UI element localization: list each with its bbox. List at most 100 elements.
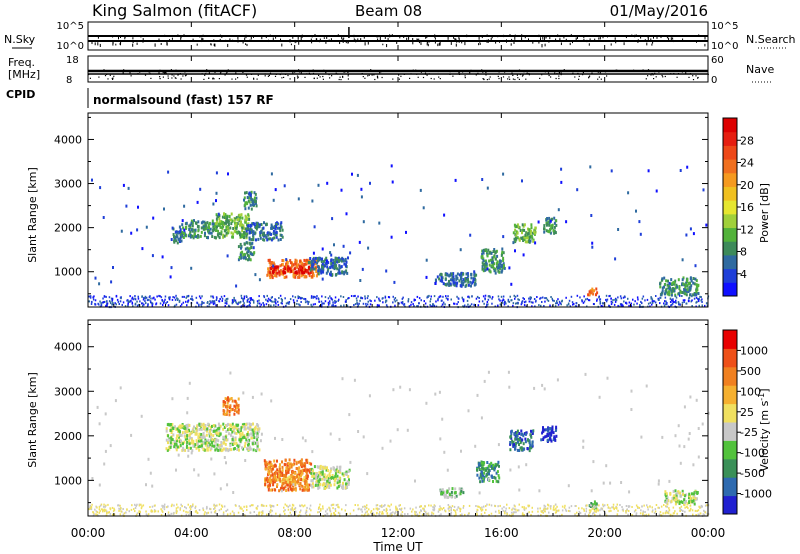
heatmap-cell xyxy=(679,491,681,495)
heatmap-cell xyxy=(331,217,334,221)
heatmap-cell xyxy=(322,507,324,510)
heatmap-cell xyxy=(166,448,169,452)
heatmap-cell xyxy=(256,224,259,228)
heatmap-cell xyxy=(465,272,468,276)
heatmap-cell xyxy=(294,262,297,266)
heatmap-cell xyxy=(521,432,524,436)
heatmap-cell xyxy=(308,272,311,276)
noise-point xyxy=(544,43,546,47)
freq-point xyxy=(245,70,247,72)
heatmap-cell xyxy=(202,507,204,510)
heatmap-cell xyxy=(239,215,242,219)
heatmap-cell xyxy=(275,274,278,278)
heatmap-cell xyxy=(98,511,101,514)
heatmap-cell xyxy=(516,223,519,227)
heatmap-cell xyxy=(305,275,308,279)
heatmap-cell xyxy=(167,170,170,174)
heatmap-cell xyxy=(329,469,332,473)
heatmap-cell xyxy=(486,301,489,303)
heatmap-cell xyxy=(364,508,366,511)
heatmap-cell xyxy=(255,227,258,231)
heatmap-cell xyxy=(548,431,551,435)
freq-point xyxy=(112,78,114,80)
heatmap-cell xyxy=(239,431,241,435)
freq-point xyxy=(342,70,344,72)
heatmap-cell xyxy=(540,296,542,299)
heatmap-cell xyxy=(581,299,583,302)
heatmap-cell xyxy=(236,410,238,414)
heatmap-cell xyxy=(338,512,341,515)
heatmap-cell xyxy=(245,438,248,442)
heatmap-cell xyxy=(218,217,221,221)
noise-point xyxy=(120,42,121,46)
heatmap-cell xyxy=(564,508,567,511)
heatmap-cell xyxy=(214,302,216,305)
heatmap-cell xyxy=(198,295,201,298)
heatmap-cell xyxy=(667,511,669,514)
heatmap-cell xyxy=(447,504,450,506)
heatmap-cell xyxy=(620,303,622,306)
heatmap-cell xyxy=(288,267,291,271)
heatmap-cell xyxy=(220,295,223,298)
heatmap-cell xyxy=(310,471,313,475)
heatmap-cell xyxy=(160,296,163,299)
heatmap-cell xyxy=(253,203,255,207)
heatmap-cell xyxy=(289,464,292,468)
heatmap-cell xyxy=(292,487,295,491)
noise-point xyxy=(704,36,706,40)
freq-point xyxy=(483,78,485,81)
heatmap-cell xyxy=(416,305,418,308)
freq-point xyxy=(526,72,528,74)
heatmap-cell xyxy=(467,274,470,278)
heatmap-cell xyxy=(581,300,583,303)
heatmap-cell xyxy=(689,509,691,512)
heatmap-cell xyxy=(549,437,551,441)
freq-point xyxy=(512,78,514,80)
heatmap-cell xyxy=(385,510,387,513)
heatmap-cell xyxy=(229,218,232,222)
heatmap-cell xyxy=(334,266,337,269)
heatmap-cell xyxy=(312,258,315,261)
heatmap-cell xyxy=(337,511,340,514)
noise-point xyxy=(486,39,488,43)
heatmap-cell xyxy=(621,304,624,307)
heatmap-cell xyxy=(482,295,485,298)
heatmap-cell xyxy=(308,274,311,278)
heatmap-cell xyxy=(243,236,246,240)
heatmap-cell xyxy=(155,303,157,306)
heatmap-cell xyxy=(590,502,593,505)
heatmap-cell xyxy=(332,503,335,506)
heatmap-cell xyxy=(685,283,688,287)
heatmap-cell xyxy=(555,507,557,510)
heatmap-cell xyxy=(485,505,487,508)
heatmap-cell xyxy=(191,221,194,225)
heatmap-cell xyxy=(488,251,491,255)
heatmap-cell xyxy=(339,265,341,269)
noise-point xyxy=(183,34,185,36)
heatmap-cell xyxy=(517,225,520,229)
heatmap-cell xyxy=(522,512,524,515)
heatmap-cell xyxy=(341,270,344,274)
heatmap-cell xyxy=(287,505,289,508)
noise-point xyxy=(542,36,544,40)
heatmap-cell xyxy=(661,289,664,293)
freq-point xyxy=(403,73,405,75)
heatmap-cell xyxy=(649,301,652,304)
heatmap-cell xyxy=(370,510,373,512)
heatmap-cell xyxy=(491,264,494,268)
freq-point xyxy=(616,69,618,71)
noise-point xyxy=(660,35,662,39)
noise-point xyxy=(120,41,122,44)
heatmap-cell xyxy=(569,305,572,308)
colorbar-swatch xyxy=(723,118,737,133)
heatmap-cell xyxy=(678,285,681,288)
heatmap-cell xyxy=(154,504,156,507)
freq-point xyxy=(547,72,550,74)
heatmap-cell xyxy=(445,295,447,298)
heatmap-cell xyxy=(630,304,632,307)
heatmap-cell xyxy=(361,297,364,300)
heatmap-cell xyxy=(526,240,529,244)
heatmap-cell xyxy=(214,448,217,452)
noise-point xyxy=(225,39,227,42)
heatmap-cell xyxy=(297,460,300,464)
